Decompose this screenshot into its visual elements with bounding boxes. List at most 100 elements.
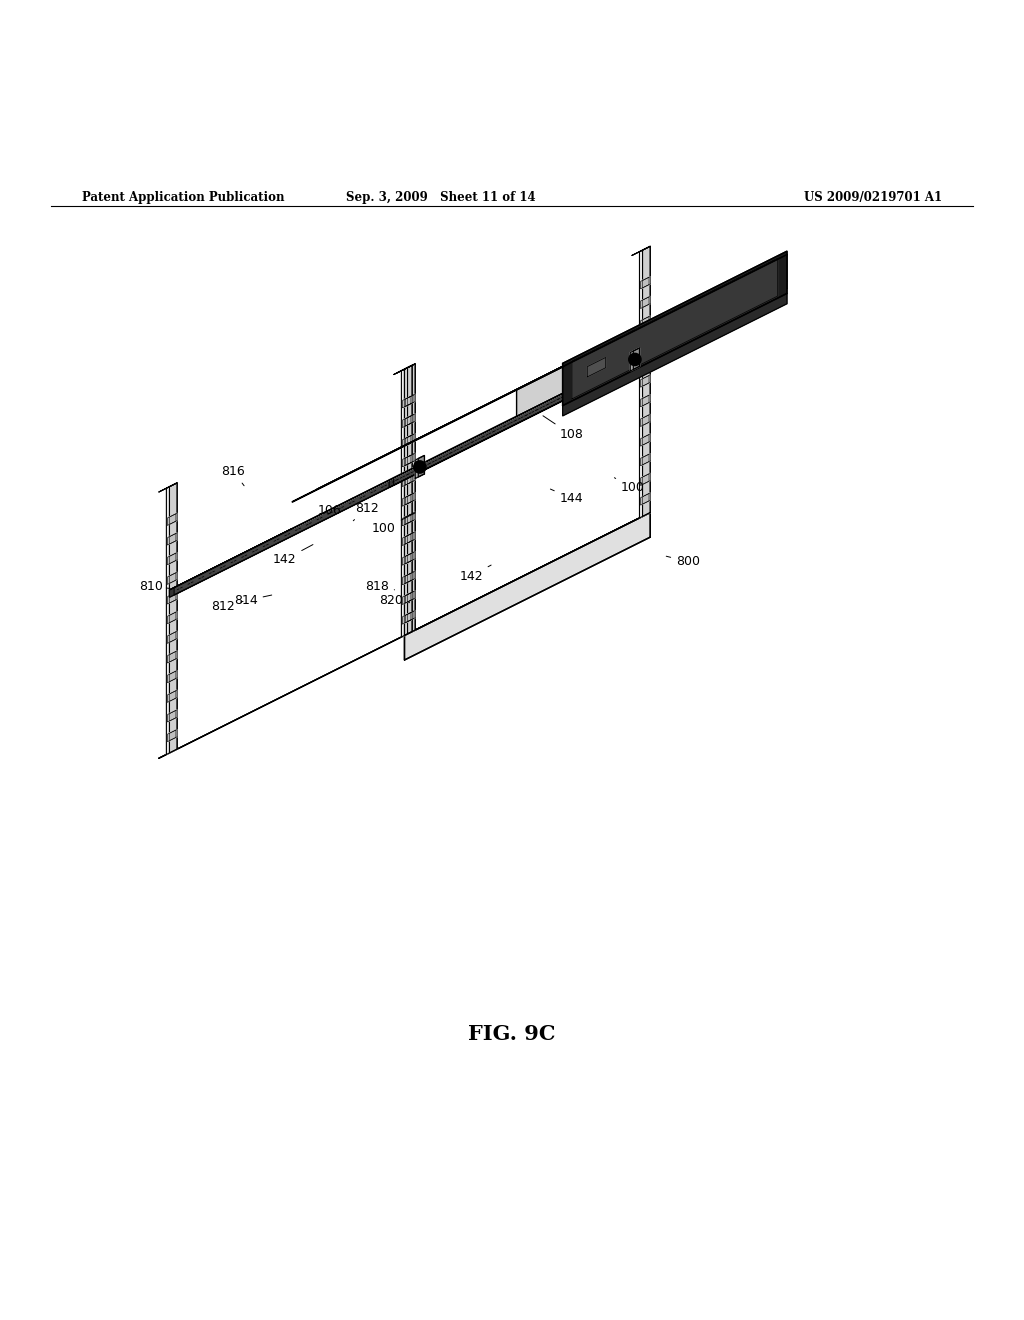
Text: FIG. 9C: FIG. 9C [468, 1024, 556, 1044]
Polygon shape [170, 710, 177, 721]
Polygon shape [643, 375, 650, 387]
Polygon shape [168, 671, 176, 682]
Polygon shape [168, 651, 176, 663]
Polygon shape [406, 414, 414, 426]
Polygon shape [641, 337, 649, 347]
Polygon shape [170, 513, 177, 524]
Polygon shape [641, 494, 649, 506]
Polygon shape [406, 454, 414, 465]
Polygon shape [404, 612, 412, 623]
Polygon shape [404, 593, 412, 603]
Polygon shape [408, 532, 416, 543]
Polygon shape [402, 455, 411, 467]
Text: 142: 142 [459, 565, 492, 582]
Polygon shape [406, 552, 414, 564]
Polygon shape [170, 553, 177, 564]
Text: 814: 814 [233, 594, 271, 607]
Polygon shape [406, 512, 414, 524]
Polygon shape [641, 474, 649, 486]
Polygon shape [404, 416, 412, 426]
Text: 108: 108 [543, 416, 584, 441]
Polygon shape [389, 281, 787, 480]
Polygon shape [408, 591, 416, 602]
Polygon shape [404, 494, 412, 506]
Polygon shape [402, 612, 411, 624]
Polygon shape [402, 593, 411, 605]
Polygon shape [408, 395, 416, 405]
Polygon shape [404, 436, 412, 446]
Polygon shape [563, 251, 787, 405]
Polygon shape [641, 434, 649, 446]
Polygon shape [643, 395, 650, 405]
Polygon shape [170, 533, 177, 544]
Polygon shape [406, 474, 414, 484]
Polygon shape [419, 455, 425, 477]
Polygon shape [633, 348, 639, 370]
Polygon shape [641, 395, 649, 407]
Text: 818: 818 [365, 579, 394, 593]
Polygon shape [404, 366, 412, 635]
Polygon shape [404, 553, 412, 564]
Polygon shape [639, 247, 650, 517]
Polygon shape [174, 391, 567, 595]
Text: US 2009/0219701 A1: US 2009/0219701 A1 [804, 190, 942, 203]
Polygon shape [168, 573, 176, 585]
Text: 816: 816 [221, 465, 246, 486]
Polygon shape [643, 315, 650, 327]
Polygon shape [406, 532, 414, 544]
Polygon shape [404, 513, 412, 525]
Polygon shape [168, 593, 176, 605]
Polygon shape [571, 257, 778, 399]
Polygon shape [159, 512, 650, 758]
Polygon shape [170, 730, 177, 741]
Polygon shape [414, 422, 451, 441]
Text: 810: 810 [139, 579, 169, 593]
Polygon shape [168, 513, 176, 525]
Polygon shape [402, 515, 411, 525]
Polygon shape [170, 591, 177, 603]
Text: 106: 106 [317, 498, 354, 517]
Polygon shape [563, 293, 787, 416]
Text: 812: 812 [353, 502, 379, 520]
Polygon shape [402, 475, 411, 487]
Polygon shape [170, 483, 177, 752]
Polygon shape [643, 335, 650, 347]
Text: 812: 812 [211, 601, 243, 614]
Polygon shape [402, 553, 411, 565]
Text: 100: 100 [372, 512, 416, 536]
Polygon shape [170, 671, 177, 681]
Polygon shape [641, 414, 649, 426]
Polygon shape [643, 247, 650, 516]
Polygon shape [630, 348, 639, 371]
Polygon shape [643, 355, 650, 367]
Text: Patent Application Publication: Patent Application Publication [82, 190, 285, 203]
Polygon shape [404, 533, 412, 544]
Polygon shape [401, 366, 412, 638]
Polygon shape [643, 277, 650, 288]
Polygon shape [168, 632, 176, 643]
Polygon shape [402, 396, 411, 408]
Polygon shape [408, 572, 416, 582]
Polygon shape [170, 391, 567, 590]
Polygon shape [408, 453, 416, 465]
Polygon shape [170, 611, 177, 623]
Polygon shape [168, 533, 176, 545]
Polygon shape [408, 512, 416, 523]
Polygon shape [404, 573, 412, 583]
Polygon shape [404, 512, 650, 660]
Polygon shape [406, 611, 414, 623]
Polygon shape [643, 474, 650, 484]
Polygon shape [408, 413, 416, 425]
Polygon shape [641, 277, 649, 289]
Polygon shape [170, 651, 177, 663]
Polygon shape [389, 284, 782, 487]
Polygon shape [643, 434, 650, 445]
Polygon shape [408, 473, 416, 484]
Text: 820: 820 [379, 594, 410, 607]
Polygon shape [406, 494, 414, 504]
Polygon shape [293, 281, 787, 528]
Text: 800: 800 [667, 556, 700, 568]
Polygon shape [394, 281, 787, 486]
Polygon shape [408, 610, 416, 622]
Polygon shape [404, 364, 416, 635]
